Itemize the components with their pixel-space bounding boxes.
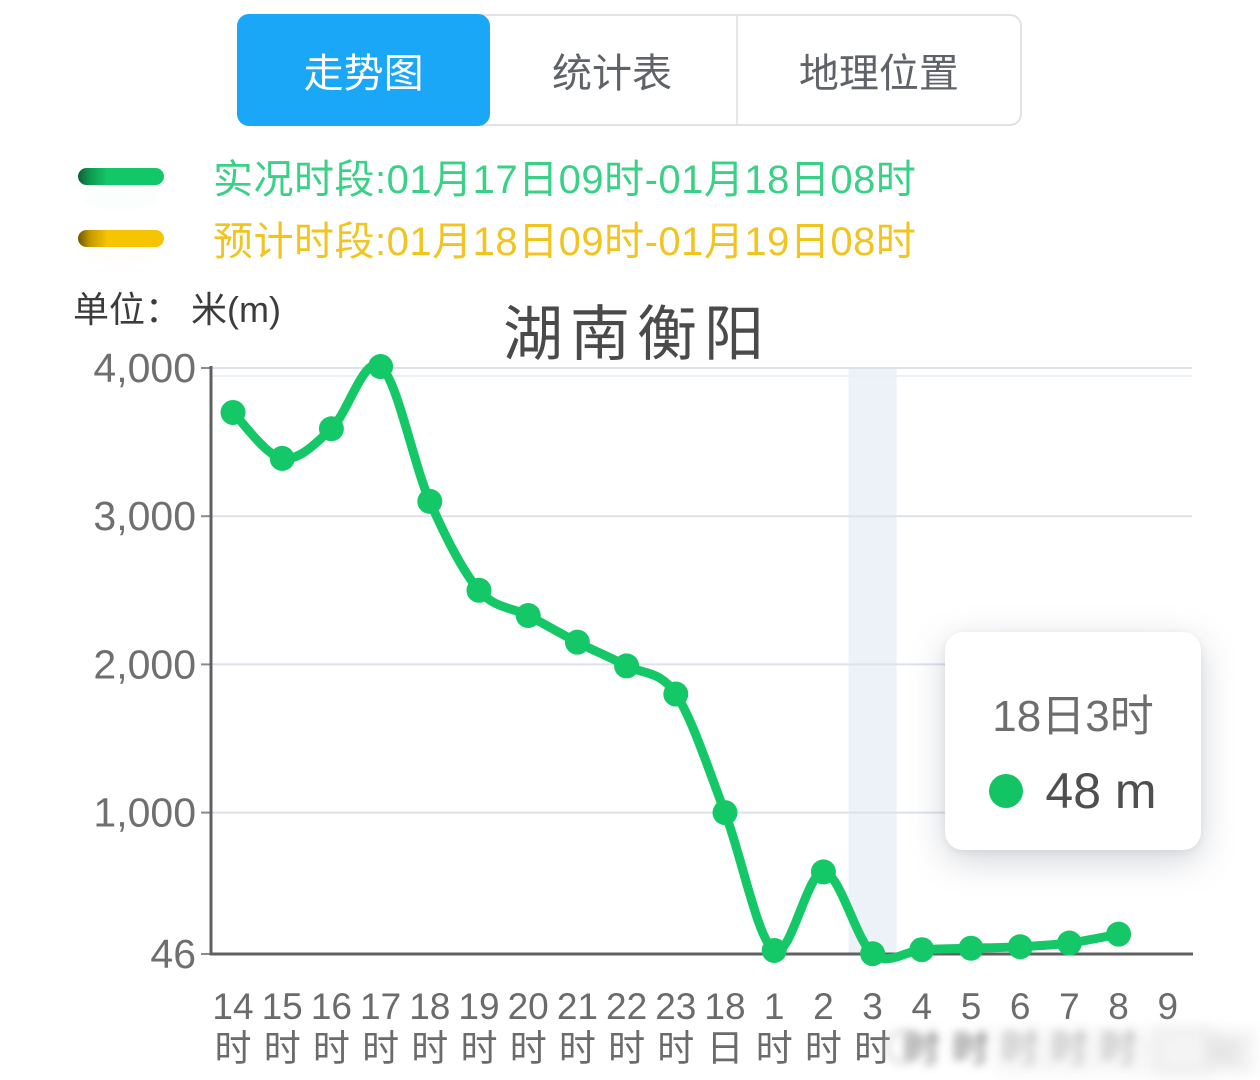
hover-highlight-band	[848, 368, 897, 954]
data-point[interactable]	[368, 354, 394, 380]
x-axis-label: 6	[1010, 986, 1031, 1027]
data-point[interactable]	[220, 399, 246, 425]
tab-geo-location[interactable]: 地理位置	[735, 16, 1020, 124]
x-axis-label-unit: 时	[953, 1028, 990, 1069]
tab-trend-chart[interactable]: 走势图	[237, 14, 491, 126]
actual-series-swatch	[78, 167, 164, 185]
x-axis-label-unit: 时	[215, 1028, 252, 1069]
x-axis-label: 2	[813, 986, 834, 1027]
data-point[interactable]	[515, 603, 541, 629]
chart-title: 湖南衡阳	[503, 301, 771, 368]
tooltip-value-row: 48 m	[945, 762, 1201, 820]
x-axis-label: 3	[862, 986, 883, 1027]
x-axis-label-unit: 时	[608, 1028, 645, 1069]
x-axis-label: 22	[606, 986, 647, 1027]
x-axis-label: 4	[912, 986, 933, 1027]
chart-tooltip: 18日3时 48 m	[945, 632, 1201, 850]
data-point[interactable]	[761, 937, 787, 963]
x-axis-label: 16	[311, 986, 352, 1027]
x-axis-label-unit: 时	[510, 1028, 547, 1069]
x-axis-label: 14	[212, 986, 253, 1027]
y-axis-label: 1,000	[93, 790, 196, 836]
x-axis-label: 20	[508, 986, 549, 1027]
data-point[interactable]	[712, 800, 738, 826]
x-axis-label-unit: 时	[657, 1028, 694, 1069]
x-axis-label: 21	[557, 986, 598, 1027]
data-point[interactable]	[1007, 934, 1033, 960]
x-axis-label: 23	[655, 986, 696, 1027]
data-point[interactable]	[1106, 921, 1132, 947]
y-axis-label: 2,000	[93, 641, 196, 687]
data-point[interactable]	[614, 653, 640, 679]
y-axis-label: 46	[150, 931, 196, 977]
tooltip-value: 48 m	[1045, 763, 1157, 819]
data-point[interactable]	[810, 859, 836, 885]
x-axis-label: 1	[764, 986, 785, 1027]
y-axis-label: 3,000	[93, 493, 196, 539]
x-axis-label-unit: 时	[461, 1028, 498, 1069]
data-point[interactable]	[318, 416, 344, 442]
tab-bar: 走势图 统计表 地理位置	[237, 14, 1022, 126]
x-axis-label: 18	[409, 986, 450, 1027]
tooltip-time: 18日3时	[992, 692, 1154, 741]
actual-series-label: 实况时段:01月17日09时-01月18日08时	[213, 158, 917, 202]
x-axis-label-unit: 时	[362, 1028, 399, 1069]
data-point[interactable]	[417, 488, 443, 514]
data-point[interactable]	[909, 937, 935, 963]
data-point[interactable]	[466, 577, 492, 603]
forecast-series-label: 预计时段:01月18日09时-01月19日08时	[213, 220, 917, 264]
x-axis-label-unit: 时	[805, 1028, 842, 1069]
tab-statistics-table[interactable]: 统计表	[552, 52, 673, 96]
x-axis-label: 19	[458, 986, 499, 1027]
forecast-series-swatch	[78, 229, 164, 247]
x-axis-label: 7	[1059, 986, 1080, 1027]
watermark-blur	[1208, 1036, 1252, 1068]
x-axis-label: 5	[961, 986, 982, 1027]
x-axis-label-unit: 时	[313, 1028, 350, 1069]
tooltip-series-dot	[989, 774, 1024, 808]
x-axis-label: 8	[1108, 986, 1129, 1027]
x-axis-label-unit: 时	[559, 1028, 596, 1069]
legend-actual-row: 实况时段:01月17日09时-01月18日08时	[78, 156, 916, 202]
x-axis-label-unit: 时	[264, 1028, 301, 1069]
x-axis-label-unit: 时	[756, 1028, 793, 1069]
trend-chart[interactable]: 461,0002,0003,0004,00014时15时16时17时18时19时…	[0, 330, 1260, 1080]
unit-label: 单位： 米(m)	[73, 289, 281, 330]
data-point[interactable]	[958, 935, 984, 961]
x-axis-label-unit: 日	[707, 1028, 744, 1069]
watermark-blur	[884, 1029, 920, 1065]
data-point[interactable]	[860, 941, 886, 967]
legend-forecast-row: 预计时段:01月18日09时-01月19日08时	[78, 218, 916, 264]
x-axis-label-unit: 时	[411, 1028, 448, 1069]
x-axis-label: 18	[704, 986, 745, 1027]
data-point[interactable]	[663, 681, 689, 707]
watermark-blur	[1156, 1029, 1212, 1073]
x-axis-label: 15	[262, 986, 303, 1027]
y-axis-label: 4,000	[93, 345, 196, 391]
x-axis-label: 9	[1158, 986, 1179, 1027]
data-point[interactable]	[564, 629, 590, 655]
data-point[interactable]	[269, 445, 295, 471]
data-point[interactable]	[1056, 930, 1082, 956]
x-axis-label: 17	[360, 986, 401, 1027]
